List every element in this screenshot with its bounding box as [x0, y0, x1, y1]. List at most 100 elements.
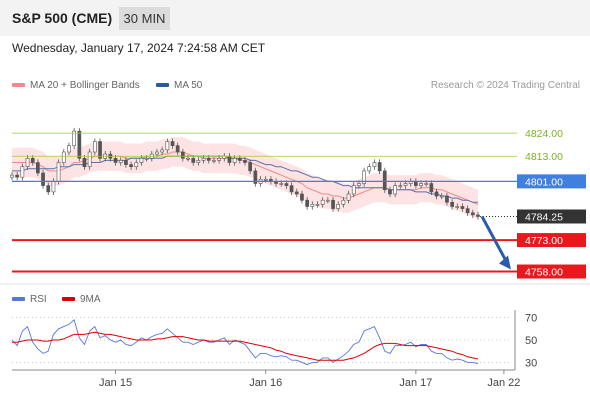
rsi-level-30-label: 30	[525, 357, 537, 369]
x-tick-label: Jan 15	[99, 377, 132, 389]
price-candle	[429, 183, 434, 193]
price-candle	[25, 158, 30, 168]
timeframe-button[interactable]: 30 MIN	[119, 7, 170, 30]
legend-item-9ma: 9MA	[62, 294, 101, 305]
price-candle	[351, 185, 356, 195]
level-4824-00-label: 4824.00	[525, 128, 563, 140]
credit-text: Research © 2024 Trading Central	[430, 80, 580, 91]
price-candle	[170, 141, 175, 146]
price-candle	[72, 130, 76, 147]
price-candle	[445, 195, 449, 203]
price-candle	[113, 158, 118, 163]
legend-label-9ma: 9MA	[80, 294, 101, 305]
price-candle	[336, 204, 341, 209]
level-4758-00-label: 4758.00	[525, 267, 563, 279]
level-4813-00-label: 4813.00	[525, 151, 563, 163]
price-candle	[263, 179, 268, 181]
instrument-title: S&P 500 (CME)	[12, 10, 113, 26]
level-4801-00-label: 4801.00	[525, 176, 563, 188]
price-candle	[305, 199, 310, 207]
price-candle	[134, 162, 139, 167]
legend-label-rsi: RSI	[30, 294, 47, 305]
price-candle	[243, 160, 247, 163]
price-candle	[124, 160, 128, 165]
price-candle	[367, 166, 372, 172]
price-candle	[450, 202, 455, 207]
price-candle	[362, 170, 366, 184]
price-candle	[476, 214, 480, 217]
price-candle	[393, 185, 398, 195]
price-candle	[30, 158, 35, 163]
x-tick-label: Jan 16	[249, 377, 282, 389]
x-tick-label: Jan 22	[487, 377, 520, 389]
price-candle	[160, 149, 165, 153]
price-candle	[87, 151, 92, 167]
rsi-level-50-label: 50	[525, 335, 537, 347]
price-candle	[35, 162, 40, 174]
ma20-swatch	[12, 83, 25, 88]
price-candle	[403, 183, 408, 186]
price-candle	[470, 212, 475, 216]
price-candle	[424, 183, 429, 185]
ma50-swatch	[156, 83, 169, 88]
ma9-swatch	[62, 297, 75, 302]
price-candle	[186, 158, 190, 160]
bollinger-band	[12, 137, 478, 220]
price-candle	[206, 158, 211, 161]
price-candle	[118, 160, 123, 163]
price-candle	[51, 181, 56, 193]
price-candle	[165, 141, 170, 151]
price-candle	[372, 162, 377, 167]
price-candle	[325, 199, 330, 202]
rsi-level-70-label: 70	[525, 313, 537, 325]
price-candle	[357, 183, 361, 186]
price-candle	[284, 183, 289, 186]
price-candle	[217, 158, 222, 161]
x-tick-label: Jan 17	[399, 377, 432, 389]
price-candle	[10, 174, 14, 178]
price-candle	[61, 151, 66, 163]
price-candle	[460, 206, 465, 209]
price-candle	[419, 183, 423, 186]
price-candle	[294, 191, 299, 195]
price-candle	[41, 172, 45, 186]
price-candle	[232, 158, 237, 163]
price-candle	[175, 145, 180, 153]
price-candle	[346, 193, 351, 201]
price-candle	[77, 130, 82, 159]
legend-label-ma20: MA 20 + Bollinger Bands	[30, 80, 140, 91]
price-levels-layer: 4824.00 4813.00 4801.00 4784.25 4773.00 4758.…	[12, 128, 586, 279]
rsi-line	[11, 318, 479, 366]
legend-item-ma20: MA 20 + Bollinger Bands	[12, 80, 140, 91]
price-candle	[82, 158, 87, 168]
price-candle	[382, 170, 387, 191]
level-4801-00-tag	[517, 174, 586, 189]
level-4758-00-tag	[517, 264, 586, 279]
price-candle	[155, 151, 159, 155]
price-candle	[253, 170, 258, 184]
price-candle	[20, 166, 25, 178]
price-candle	[139, 158, 144, 163]
price-candle	[377, 162, 382, 172]
forecast-arrow-head	[499, 255, 511, 270]
price-candle	[238, 158, 242, 161]
price-candle	[331, 199, 335, 209]
price-candle	[388, 189, 392, 195]
price-candle	[46, 185, 51, 193]
price-candle	[310, 204, 315, 207]
level-4773-00-tag	[517, 233, 586, 248]
legend-label-ma50: MA 50	[174, 80, 203, 91]
price-candle	[181, 151, 185, 159]
price-candle	[201, 158, 206, 161]
chart-header: S&P 500 (CME) 30 MIN	[0, 0, 590, 36]
price-candle	[196, 160, 201, 163]
level-4773-00-label: 4773.00	[525, 235, 563, 247]
price-candle	[98, 141, 102, 159]
price-candle	[56, 162, 61, 182]
rsi-ma9-line	[12, 331, 479, 361]
price-candle	[439, 195, 444, 198]
price-candle	[341, 199, 346, 205]
price-candle	[93, 141, 97, 153]
x-axis-layer: Jan 15 Jan 16 Jan 17 Jan 22	[99, 370, 520, 389]
price-candle	[248, 162, 253, 172]
